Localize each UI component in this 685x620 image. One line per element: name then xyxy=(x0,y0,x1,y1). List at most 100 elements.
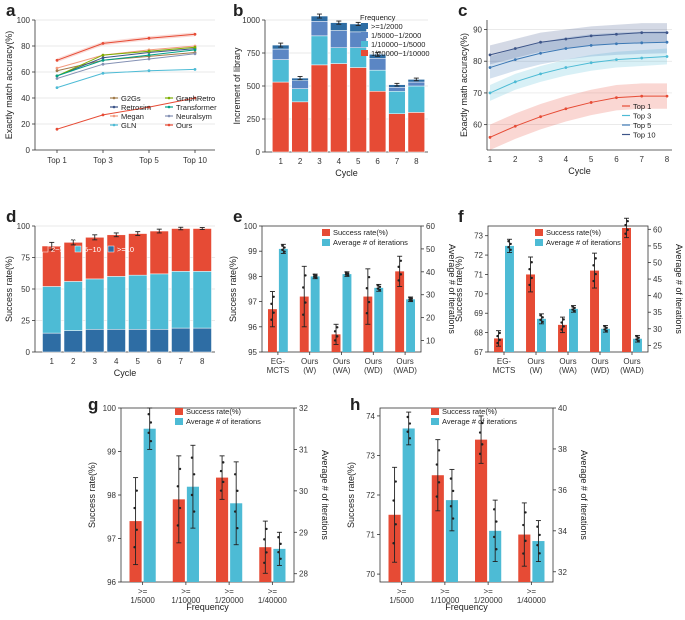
e-x-tick-label: EG- xyxy=(271,357,286,366)
a-series-line-3 xyxy=(56,68,196,89)
f-data-point xyxy=(498,338,501,342)
e-legend-swatch xyxy=(322,239,330,246)
c-x-tick-label: 3 xyxy=(538,155,543,164)
a-point-4 xyxy=(193,45,197,49)
c-point-3 xyxy=(615,32,618,36)
e-data-point xyxy=(304,274,307,277)
d-bar-segment xyxy=(149,230,169,275)
a-tick-label: 20 xyxy=(21,120,30,129)
b-legend-swatch xyxy=(361,23,368,29)
f-bar-iterations xyxy=(537,318,546,352)
e-data-point xyxy=(281,244,284,247)
f-data-point xyxy=(539,314,542,317)
d-bar-segment xyxy=(192,228,212,272)
e-data-point xyxy=(344,271,348,274)
a-x-tick-label: Top 3 xyxy=(93,156,113,165)
g-data-point xyxy=(149,421,153,424)
a-legend-label: Neuralsym xyxy=(176,112,212,121)
d-bar-segment xyxy=(106,329,126,353)
f-data-point xyxy=(605,329,608,332)
e-data-point xyxy=(410,299,413,302)
h-x-tick-label: 1/5000 xyxy=(389,596,414,605)
e-bar-iterations xyxy=(342,274,352,352)
b-legend-swatch xyxy=(361,32,368,38)
c-point-2 xyxy=(640,41,644,45)
h-tick-label: 71 xyxy=(366,531,375,540)
h-x-tick-label: 1/20000 xyxy=(474,596,503,605)
panel-label-h: h xyxy=(350,395,360,414)
g-x-tick-label: >= xyxy=(268,587,278,596)
a-point-8 xyxy=(147,105,151,109)
b-ylabel: Increment of library xyxy=(232,47,242,125)
f-right-tick-label: 30 xyxy=(653,325,662,334)
f-right-tick-label: 50 xyxy=(653,258,662,267)
a-legend-swatch-dot xyxy=(112,114,116,118)
a-legend-label: Ours xyxy=(176,121,193,130)
d-bar-segment xyxy=(85,237,105,280)
c-point-0 xyxy=(564,107,568,111)
e-data-point xyxy=(333,330,337,333)
e-bar-success xyxy=(395,271,405,352)
a-point-3 xyxy=(193,68,197,71)
b-bar-segment xyxy=(349,67,367,153)
g-data-point xyxy=(219,469,223,473)
h-right-tick-label: 32 xyxy=(558,568,567,577)
f-x-tick-label: (WD) xyxy=(591,366,610,375)
g-right-tick-label: 32 xyxy=(299,404,308,413)
h-data-point xyxy=(492,508,496,511)
b-bar-segment xyxy=(407,85,425,113)
panel-label-d: d xyxy=(6,207,16,226)
f-right-tick-label: 35 xyxy=(653,308,662,317)
d-x-tick-label: 4 xyxy=(114,357,119,366)
g-data-point xyxy=(219,489,223,492)
e-data-point xyxy=(283,250,286,253)
a-point-7 xyxy=(55,58,59,62)
h-right-tick-label: 38 xyxy=(558,445,567,454)
c-x-tick-label: 7 xyxy=(639,155,644,164)
g-data-point xyxy=(222,480,225,484)
g-tick-label: 98 xyxy=(107,491,116,500)
h-data-point xyxy=(449,477,453,480)
f-data-point xyxy=(560,328,563,331)
b-bar-segment xyxy=(272,48,290,60)
g-right-tick-label: 28 xyxy=(299,570,308,579)
f-bar-iterations xyxy=(633,338,642,352)
h-data-point xyxy=(449,505,453,508)
g-legend-swatch xyxy=(175,408,183,415)
e-x-tick-label: Ours xyxy=(301,357,318,366)
c-series-line-1 xyxy=(489,55,668,94)
e-ylabel: Success rate(%) xyxy=(228,256,238,322)
f-right-tick-label: 45 xyxy=(653,275,662,284)
d-bar-segment xyxy=(171,327,191,353)
a-series-line-8 xyxy=(56,97,196,130)
f-right-tick-label: 55 xyxy=(653,242,662,251)
h-data-point xyxy=(538,552,541,555)
g-data-point xyxy=(277,536,280,539)
h-data-point xyxy=(406,430,409,433)
c-x-tick-label: 4 xyxy=(564,155,569,164)
h-data-point xyxy=(392,542,395,545)
g-data-point xyxy=(133,506,136,510)
b-bar-segment xyxy=(407,112,425,153)
a-point-8 xyxy=(101,113,105,117)
e-data-point xyxy=(302,313,305,316)
f-x-tick-label: Ours xyxy=(559,357,576,366)
e-data-point xyxy=(397,265,400,269)
f-x-tick-label: Ours xyxy=(591,357,608,366)
g-right-tick-label: 30 xyxy=(299,487,308,496)
c-point-0 xyxy=(665,94,669,98)
f-bar-success xyxy=(622,227,631,352)
a-point-6 xyxy=(101,62,105,66)
f-right-tick-label: 40 xyxy=(653,292,662,301)
g-data-point xyxy=(135,489,138,492)
h-x-tick-label: 1/10000 xyxy=(430,596,459,605)
f-data-point xyxy=(603,328,606,331)
f-data-point xyxy=(571,305,574,308)
d-bar-segment xyxy=(149,329,169,353)
a-legend-label: GLN xyxy=(121,121,136,130)
c-point-0 xyxy=(640,94,644,98)
h-legend-label: Average # of iterations xyxy=(442,417,517,426)
a-x-tick-label: Top 5 xyxy=(139,156,159,165)
a-legend-swatch-dot xyxy=(167,123,171,127)
c-point-1 xyxy=(615,58,618,62)
